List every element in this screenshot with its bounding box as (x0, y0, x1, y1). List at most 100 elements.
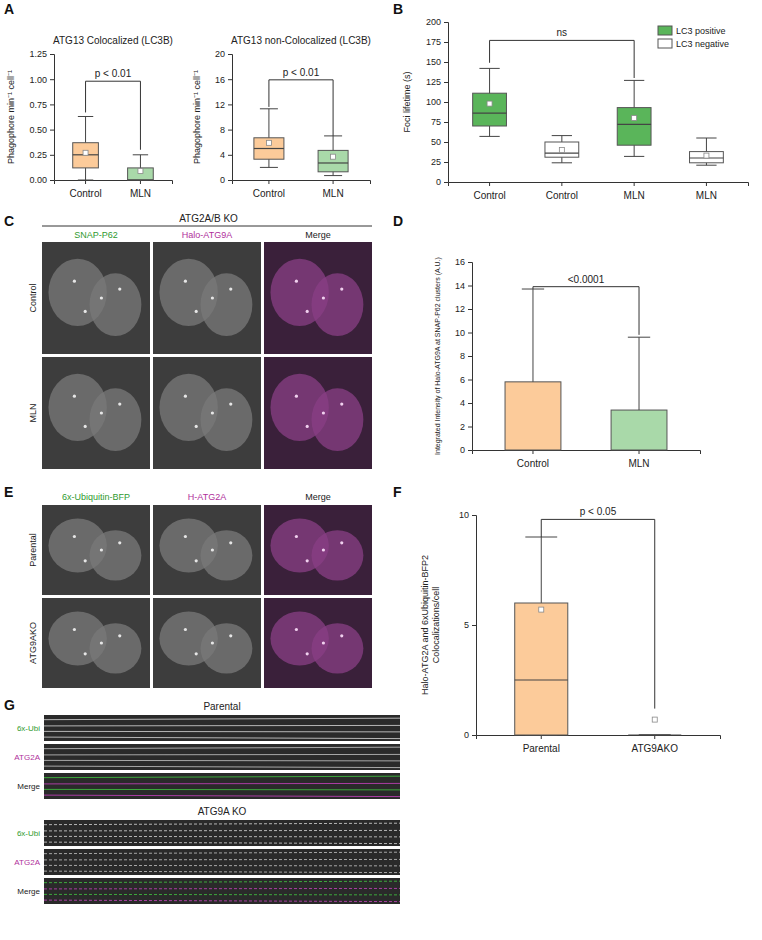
bar (611, 410, 667, 450)
panel-letter: E (4, 484, 13, 500)
kymograph-trace (44, 830, 400, 832)
puncta (184, 280, 187, 283)
puncta (322, 548, 325, 551)
y-axis: 0.000.250.500.751.001.25 (29, 49, 54, 185)
row-label: ATG2A (14, 753, 40, 762)
whisker-cap (260, 167, 278, 168)
micrograph (153, 357, 261, 469)
axis-line (228, 55, 233, 181)
row-label: MLN (28, 403, 38, 422)
tick: 10 (459, 510, 476, 520)
tick-mark (228, 54, 232, 55)
micrograph (264, 598, 372, 688)
panel-letter: B (393, 1, 403, 17)
chart: 0510ParentalATG9AKOHalo-ATG2A and 6xUbiq… (420, 506, 721, 754)
puncta (118, 402, 121, 405)
title-rule (42, 226, 372, 227)
marks (505, 287, 667, 450)
median (254, 148, 284, 149)
kymograph-trace (44, 718, 400, 720)
kymograph-trace (44, 766, 400, 768)
puncta (295, 280, 298, 283)
tick-mark (468, 309, 472, 310)
puncta (322, 641, 325, 644)
chart: 0.000.250.500.751.001.25ControlMLNPhagop… (6, 35, 173, 199)
tick-mark (472, 515, 476, 516)
micrograph (153, 598, 261, 688)
cell-shape (201, 623, 253, 673)
kymograph-trace (44, 783, 400, 785)
tick: MLN (130, 180, 151, 199)
tick-mark (468, 333, 472, 334)
puncta (73, 280, 76, 283)
micrograph (42, 242, 150, 354)
box-body (545, 142, 579, 157)
puncta (295, 535, 298, 538)
whisker-cap (696, 165, 716, 166)
tick: 175 (426, 37, 448, 47)
puncta (184, 628, 187, 631)
puncta (84, 310, 87, 313)
significance-bracket (86, 81, 141, 150)
box-body (473, 93, 507, 126)
box (690, 138, 724, 165)
kymograph-trace (44, 737, 400, 739)
y-axis: 0510 (459, 510, 477, 740)
axis-title: Foci lifetime (s) (402, 71, 412, 132)
whisker-cap (78, 180, 93, 181)
whisker-cap (78, 116, 93, 117)
tick-mark (444, 182, 448, 183)
puncta (340, 402, 343, 405)
tick-mark (561, 182, 562, 186)
tick-label: Control (517, 458, 549, 469)
row-label: Merge (17, 782, 40, 791)
tick-label: MLN (130, 188, 151, 199)
marks (254, 80, 348, 176)
row-label: Parental (28, 533, 38, 567)
median (515, 679, 568, 680)
tick-mark (50, 79, 54, 80)
column-label: Halo-ATG9A (182, 230, 232, 240)
axis-line (449, 183, 749, 187)
whisker-cap (552, 135, 572, 136)
tick-mark (444, 82, 448, 83)
puncta (195, 559, 198, 562)
annotation: p < 0.01 (95, 68, 132, 79)
kymograph (44, 849, 400, 875)
cell-shape (90, 273, 142, 336)
puncta (229, 287, 232, 290)
mean-marker (487, 101, 492, 106)
median (628, 734, 681, 735)
row-label: Merge (17, 887, 40, 896)
mean-marker (83, 150, 88, 155)
puncta (84, 559, 87, 562)
tick-mark (468, 262, 472, 263)
annotation: ns (557, 27, 568, 38)
tick-label: MLN (628, 458, 649, 469)
kymograph (44, 820, 400, 846)
legend-swatch (658, 39, 672, 48)
tick-label: 0.75 (29, 100, 47, 110)
row-label: Control (28, 283, 38, 312)
box-body (73, 143, 99, 168)
puncta (306, 310, 309, 313)
whisker-cap (260, 108, 278, 109)
micrograph (153, 505, 261, 595)
puncta (84, 652, 87, 655)
tick-mark (444, 42, 448, 43)
box-body (254, 138, 284, 159)
y-axis: 0255075100125150175200 (426, 17, 449, 187)
chart: 0255075100125150175200ControlControlMLNM… (402, 17, 749, 201)
puncta (100, 411, 103, 414)
tick: 5 (464, 620, 476, 630)
puncta (118, 634, 121, 637)
puncta (340, 541, 343, 544)
image-background (153, 598, 261, 688)
box (318, 136, 348, 176)
box-body (628, 735, 681, 736)
tick-mark (468, 403, 472, 404)
marks (473, 40, 724, 165)
mean-marker (539, 607, 544, 612)
tick-label: 16 (455, 257, 465, 267)
kymograph-trace (44, 888, 400, 890)
